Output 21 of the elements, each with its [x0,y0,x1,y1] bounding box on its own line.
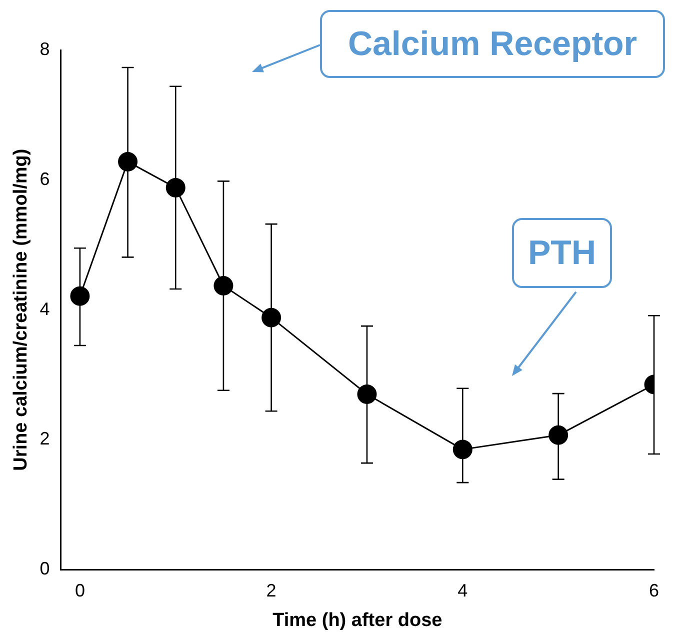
y-tick-label: 6 [40,168,50,189]
point [70,286,90,306]
point [166,178,186,198]
y-tick-label: 8 [40,38,50,59]
point [262,308,282,328]
point [214,276,234,296]
y-tick-label: 4 [40,298,50,319]
x-axis-title: Time (h) after dose [272,610,442,631]
x-tick-label: 0 [74,580,85,600]
x-tick-label: 2 [266,580,276,600]
x-tick-label: 4 [458,580,468,600]
point [118,152,138,172]
annotation: PTH [512,218,612,288]
x-tick-label: 6 [648,580,660,600]
point [548,425,568,445]
y-tick-label: 0 [40,558,50,579]
point [357,384,377,404]
y-tick-label: 2 [40,428,50,449]
annotation: Calcium Receptor [320,10,665,78]
point [452,440,472,460]
y-axis-title: Urine calcium/creatinine (mmol/mg) [10,148,32,471]
